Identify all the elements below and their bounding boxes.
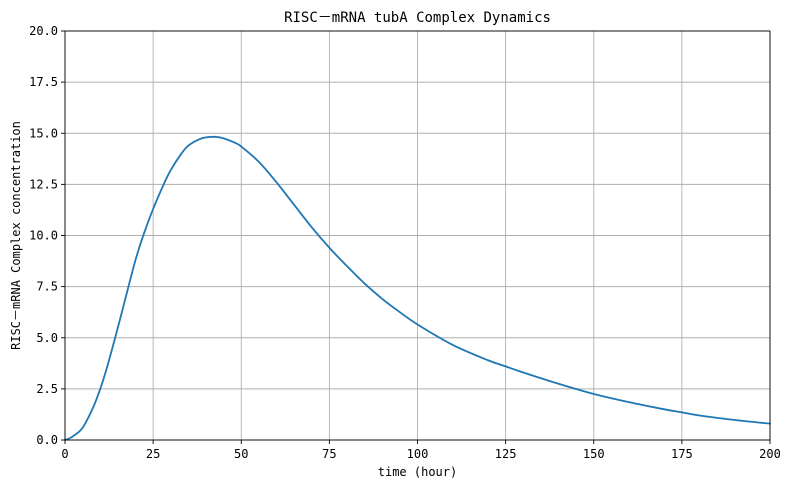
x-tick-label: 50	[234, 447, 248, 461]
x-tick-label: 25	[146, 447, 160, 461]
y-axis-label: RISC－mRNA Complex concentration	[9, 121, 23, 350]
x-axis-ticks: 0 25 50 75 100 125 150 175 200	[61, 440, 781, 461]
y-tick-label: 10.0	[29, 229, 58, 243]
x-tick-label: 175	[671, 447, 693, 461]
y-tick-label: 5.0	[36, 331, 58, 345]
grid-lines	[64, 30, 771, 441]
x-tick-label: 100	[407, 447, 429, 461]
series-layer	[64, 135, 771, 441]
x-tick-label: 75	[322, 447, 336, 461]
chart-title: RISC－mRNA tubA Complex Dynamics	[284, 10, 551, 26]
y-tick-label: 20.0	[29, 24, 58, 38]
y-tick-label: 2.5	[36, 382, 58, 396]
y-tick-label: 17.5	[29, 75, 58, 89]
y-tick-label: 12.5	[29, 177, 58, 191]
x-tick-label: 0	[61, 447, 68, 461]
y-axis-ticks: 0.0 2.5 5.0 7.5 10.0 12.5 15.0 17.5 20.0	[29, 24, 65, 447]
x-tick-label: 200	[759, 447, 781, 461]
y-tick-label: 7.5	[36, 280, 58, 294]
x-tick-label: 125	[495, 447, 517, 461]
y-tick-label: 0.0	[36, 433, 58, 447]
x-tick-label: 150	[583, 447, 605, 461]
series-line	[64, 135, 771, 441]
x-axis-label: time (hour)	[378, 465, 457, 479]
y-tick-label: 15.0	[29, 126, 58, 140]
